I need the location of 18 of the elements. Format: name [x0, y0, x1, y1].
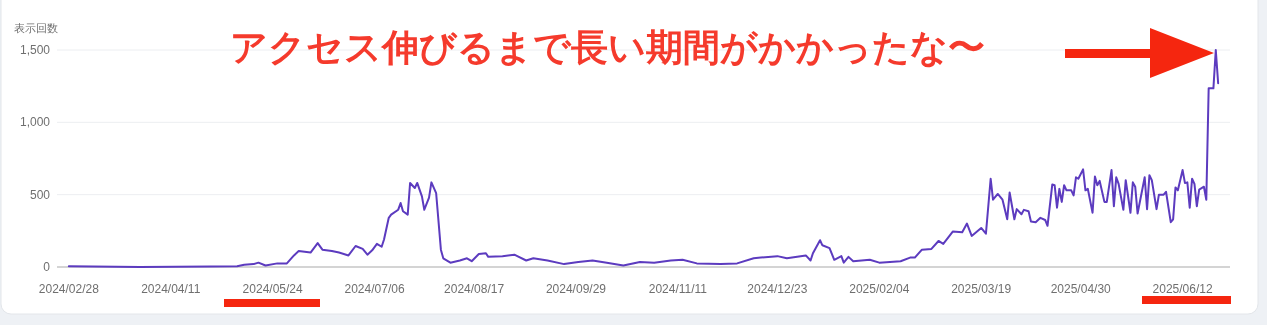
x-tick-label: 2025/06/12 — [1152, 282, 1213, 296]
x-tick-label: 2024/11/11 — [648, 282, 708, 296]
y-tick-label: 500 — [29, 187, 51, 202]
x-tick-label: 2024/08/17 — [444, 282, 505, 296]
y-axis-title: 表示回数 — [14, 22, 58, 34]
x-tick-label: 2024/09/29 — [545, 282, 607, 296]
x-tick-label: 2025/04/30 — [1050, 282, 1112, 296]
y-tick-label: 1,500 — [19, 43, 51, 57]
x-tick-label: 2024/07/06 — [344, 282, 405, 296]
x-tick-label: 2024/02/28 — [38, 282, 100, 296]
x-tick-label: 2025/03/19 — [951, 282, 1012, 296]
y-tick-label: 1,000 — [19, 115, 51, 130]
x-tick-label: 2025/02/04 — [849, 282, 910, 296]
x-tick-label: 2024/04/11 — [141, 282, 201, 296]
x-tick-label: 2024/05/24 — [242, 282, 303, 296]
y-tick-label: 0 — [43, 260, 51, 274]
x-tick-label: 2024/12/23 — [747, 282, 808, 296]
annotation: アクセス伸びるまで長い期間がかかったな〜 — [230, 27, 985, 68]
